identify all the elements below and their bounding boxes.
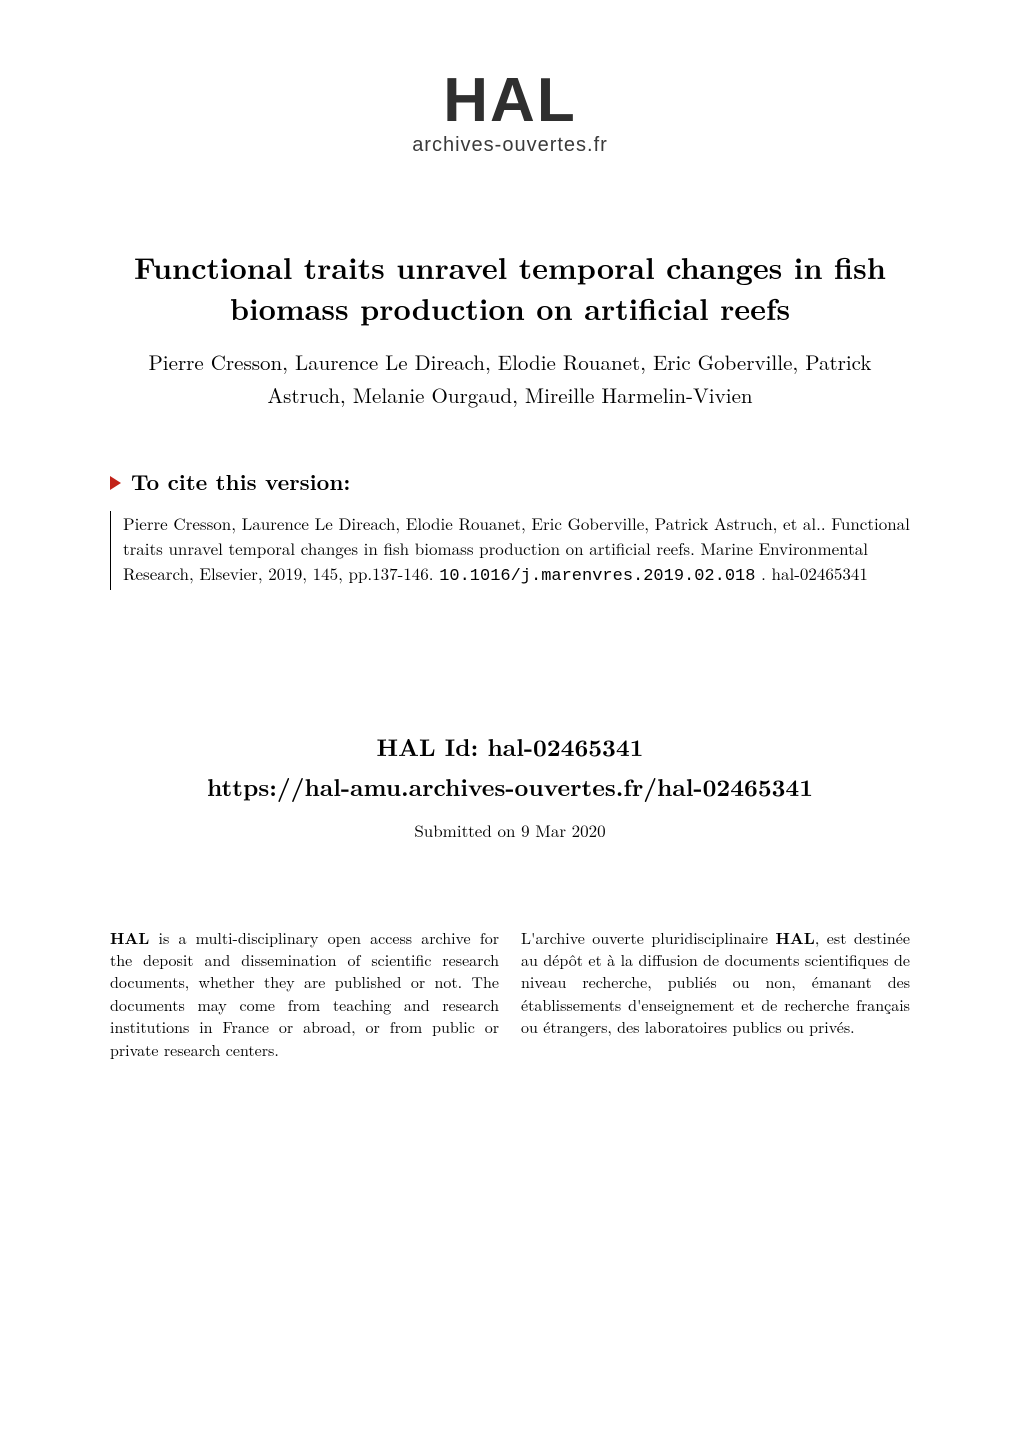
desc-fr-strong: HAL — [776, 926, 815, 949]
desc-en-text: is a multi-disciplinary open access arch… — [110, 926, 499, 1061]
cite-heading: To cite this version: — [110, 466, 910, 497]
triangle-icon — [110, 476, 121, 490]
authors-list: Pierre Cresson, Laurence Le Direach, Elo… — [110, 346, 910, 411]
desc-fr-pre: L'archive ouverte pluridisciplinaire — [521, 926, 776, 949]
paper-title: Functional traits unravel temporal chang… — [110, 247, 910, 328]
hal-id-block: HAL Id: hal-02465341 https://hal-amu.arc… — [110, 730, 910, 842]
logo-sub-text: archives-ouvertes.fr — [412, 134, 608, 157]
description-columns: HAL is a multi-disciplinary open access … — [110, 927, 910, 1061]
citation-block: Pierre Cresson, Laurence Le Direach, Elo… — [110, 511, 910, 589]
citation-sep: . — [755, 561, 771, 585]
description-fr: L'archive ouverte pluridisciplinaire HAL… — [521, 927, 910, 1061]
hal-url[interactable]: https://hal-amu.archives-ouvertes.fr/hal… — [110, 770, 910, 804]
submitted-date: Submitted on 9 Mar 2020 — [110, 818, 910, 842]
hal-id-value: hal-02465341 — [487, 730, 643, 764]
hal-logo: HAL archives-ouvertes.fr — [110, 70, 910, 157]
logo-main-text: HAL — [412, 70, 608, 132]
cite-heading-text: To cite this version: — [131, 466, 350, 497]
hal-id-label: HAL Id: — [377, 730, 488, 764]
desc-en-strong: HAL — [110, 926, 149, 949]
citation-doi: 10.1016/j.marenvres.2019.02.018 — [439, 567, 755, 586]
description-en: HAL is a multi-disciplinary open access … — [110, 927, 499, 1061]
citation-halid: hal-02465341 — [772, 561, 868, 585]
hal-id-line: HAL Id: hal-02465341 — [110, 730, 910, 764]
